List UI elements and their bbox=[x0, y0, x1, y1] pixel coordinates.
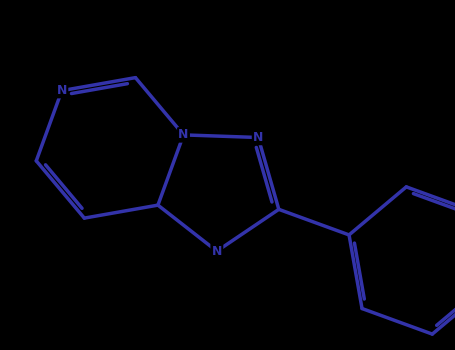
Text: N: N bbox=[253, 131, 263, 144]
Text: N: N bbox=[212, 245, 222, 258]
Text: N: N bbox=[178, 128, 189, 141]
Text: N: N bbox=[57, 84, 67, 97]
